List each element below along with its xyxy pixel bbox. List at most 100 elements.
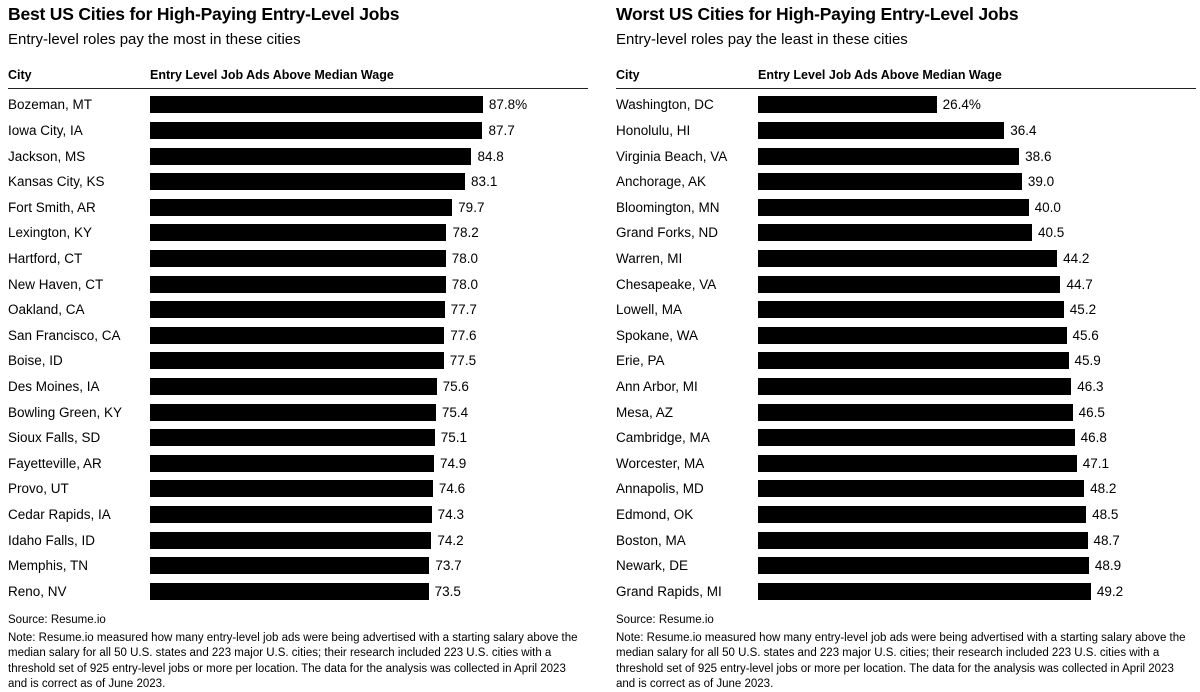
value-label: 48.2 [1090, 481, 1117, 497]
value-label: 46.3 [1077, 378, 1104, 394]
bar-track: 79.7 [150, 198, 588, 216]
value-label: 87.7 [488, 123, 515, 139]
chart-row: Jackson, MS 84.8 [8, 143, 588, 169]
bar [150, 275, 446, 293]
column-header-city: City [616, 68, 640, 83]
city-label: Lowell, MA [616, 302, 683, 318]
bar [150, 377, 437, 395]
bar-track: 39.0 [758, 173, 1196, 191]
bar-track: 73.7 [150, 557, 588, 575]
value-label: 78.2 [452, 225, 479, 241]
city-label: Anchorage, AK [616, 174, 707, 190]
value-label: 47.1 [1082, 455, 1109, 471]
bar-track: 45.2 [758, 301, 1196, 319]
chart-row: Memphis, TN 73.7 [8, 553, 588, 579]
chart-row: Erie, PA 45.9 [616, 348, 1196, 374]
city-label: Newark, DE [616, 558, 689, 574]
city-label: Idaho Falls, ID [8, 532, 96, 548]
bar [150, 403, 436, 421]
chart-row: Iowa City, IA 87.7 [8, 118, 588, 144]
bar [758, 582, 1091, 600]
bar-track: 46.8 [758, 429, 1196, 447]
city-label: Grand Forks, ND [616, 225, 719, 241]
chart-row: Bozeman, MT 87.8% [8, 92, 588, 118]
chart-row: Virginia Beach, VA 38.6 [616, 143, 1196, 169]
chart-row: Fayetteville, AR 74.9 [8, 450, 588, 476]
bar [150, 505, 432, 523]
bar [150, 173, 466, 191]
value-label: 73.5 [434, 583, 461, 599]
value-label: 44.2 [1063, 250, 1090, 266]
chart-subtitle: Entry-level roles pay the least in these… [616, 31, 908, 49]
bar [150, 531, 432, 549]
bar-track: 87.7 [150, 122, 588, 140]
bar-track: 77.7 [150, 301, 588, 319]
bar-track: 74.9 [150, 454, 588, 472]
chart-row: Provo, UT 74.6 [8, 476, 588, 502]
source-text: Source: Resume.io [616, 614, 714, 626]
bar-track: 44.7 [758, 275, 1196, 293]
bar [150, 454, 434, 472]
bar [150, 326, 445, 344]
bar [150, 249, 446, 267]
chart-row: Worcester, MA 47.1 [616, 450, 1196, 476]
bar-track: 48.7 [758, 531, 1196, 549]
bar [150, 352, 444, 370]
bar-track: 73.5 [150, 582, 588, 600]
value-label: 36.4 [1010, 123, 1037, 139]
bar-track: 44.2 [758, 249, 1196, 267]
value-label: 39.0 [1027, 174, 1055, 190]
city-label: Cambridge, MA [616, 430, 710, 446]
bar-track: 46.3 [758, 377, 1196, 395]
value-label: 40.5 [1038, 225, 1065, 241]
value-label: 48.7 [1093, 532, 1120, 548]
chart-row: Edmond, OK 48.5 [616, 502, 1196, 528]
bar-track: 49.2 [758, 582, 1196, 600]
column-headers: City Entry Level Job Ads Above Median Wa… [8, 68, 588, 90]
bar [758, 557, 1089, 575]
value-label: 48.9 [1094, 558, 1122, 574]
city-label: Honolulu, HI [616, 123, 691, 139]
chart-row: Des Moines, IA 75.6 [8, 374, 588, 400]
bar [758, 531, 1088, 549]
city-label: Mesa, AZ [616, 404, 674, 420]
bar [758, 275, 1061, 293]
chart-row: Grand Rapids, MI 49.2 [616, 578, 1196, 604]
chart-row: Sioux Falls, SD 75.1 [8, 425, 588, 451]
value-label: 77.5 [449, 353, 477, 369]
bar [758, 96, 937, 114]
bar-track: 78.0 [150, 275, 588, 293]
bar-track: 75.1 [150, 429, 588, 447]
value-label: 45.2 [1069, 302, 1097, 318]
chart-best-cities: Best US Cities for High-Paying Entry-Lev… [8, 2, 588, 692]
city-label: Fort Smith, AR [8, 199, 96, 215]
bar-track: 48.9 [758, 557, 1196, 575]
city-label: Warren, MI [616, 250, 683, 266]
bar-track: 74.2 [150, 531, 588, 549]
value-label: 45.6 [1072, 327, 1099, 343]
bar-track: 87.8% [150, 96, 588, 114]
value-label: 40.0 [1034, 199, 1061, 215]
value-label: 74.9 [439, 455, 467, 471]
note-text: Note: Resume.io measured how many entry-… [8, 632, 578, 690]
bar [758, 403, 1073, 421]
city-label: Edmond, OK [616, 506, 694, 522]
city-label: San Francisco, CA [8, 327, 121, 343]
city-label: Reno, NV [8, 583, 67, 599]
bar-rows: Washington, DC 26.4% Honolulu, HI 36.4 Virgi… [616, 92, 1196, 604]
chart-row: Lexington, KY 78.2 [8, 220, 588, 246]
bar [758, 505, 1087, 523]
bar-track: 45.9 [758, 352, 1196, 370]
chart-row: Warren, MI 44.2 [616, 246, 1196, 272]
bar-track: 77.6 [150, 326, 588, 344]
bar-track: 45.6 [758, 326, 1196, 344]
value-label: 84.8 [477, 148, 504, 164]
city-label: Ann Arbor, MI [616, 378, 698, 394]
bar [758, 454, 1077, 472]
bar-track: 74.3 [150, 505, 588, 523]
bar-track: 75.6 [150, 377, 588, 395]
chart-row: Oakland, CA 77.7 [8, 297, 588, 323]
city-label: Chesapeake, VA [616, 276, 717, 292]
value-label: 74.2 [437, 532, 464, 548]
city-label: Lexington, KY [8, 225, 93, 241]
